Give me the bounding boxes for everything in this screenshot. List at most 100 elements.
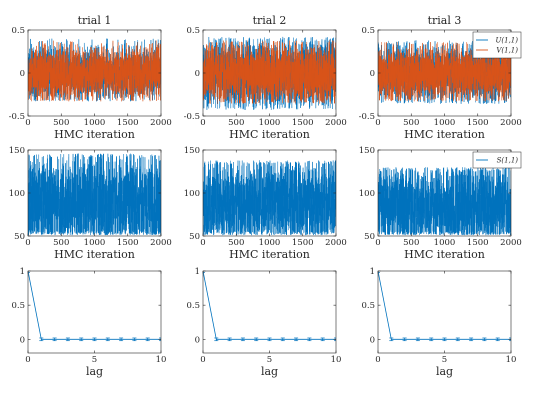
- plot-area-uv-trial-2: [203, 36, 336, 111]
- series-line-s-trial-3-1: [378, 167, 511, 236]
- chart-acf-trial-3: 0 5 10 0 0.5 1 lag: [361, 267, 516, 378]
- y-tick-label: 100: [359, 189, 375, 199]
- x-tick-label: 1000: [84, 118, 106, 128]
- y-tick-label: 0: [20, 335, 25, 345]
- errorbar-acf-trial-1-lag-6: [105, 337, 110, 342]
- chart-acf-trial-1: 0 5 10 0 0.5 1 lag: [11, 267, 166, 378]
- x-tick-label: 1500: [467, 118, 489, 128]
- errorbar-acf-trial-1-lag-8: [132, 337, 137, 342]
- errorbar-acf-trial-2-lag-2: [227, 337, 232, 342]
- legend-s-trial-3: S(1,1): [472, 151, 522, 169]
- y-tick-label: -0.5: [9, 112, 25, 122]
- chart-title: trial 1: [78, 14, 112, 27]
- x-axis-label: lag: [436, 365, 453, 378]
- y-tick-label: 50: [189, 232, 200, 242]
- x-tick-label: 1500: [467, 238, 489, 248]
- x-tick-label: 0: [200, 355, 205, 365]
- plot-area-s-trial-3: [378, 167, 511, 236]
- y-tick-label: 1: [370, 267, 375, 277]
- errorbar-acf-trial-2-lag-8: [307, 337, 312, 342]
- errorbar-acf-trial-3-lag-8: [482, 337, 487, 342]
- errorbar-acf-trial-2-lag-1: [214, 337, 219, 342]
- x-tick-label: 10: [331, 355, 342, 365]
- y-tick-label: 0: [195, 69, 200, 79]
- plot-area-uv-trial-1: [28, 38, 161, 102]
- legend-box: [472, 151, 522, 169]
- x-tick-label: 0: [375, 355, 380, 365]
- errorbar-acf-trial-3-lag-9: [495, 337, 500, 342]
- x-tick-label: 1000: [434, 238, 456, 248]
- y-tick-label: 0.5: [361, 26, 375, 36]
- y-tick-label: 0: [370, 335, 375, 345]
- x-axis-label: HMC iteration: [54, 248, 135, 261]
- y-tick-label: 100: [9, 189, 25, 199]
- x-tick-label: 1000: [259, 238, 281, 248]
- chart-title: trial 2: [253, 14, 287, 27]
- x-tick-label: 0: [25, 238, 30, 248]
- plot-area-acf-trial-1: [28, 271, 161, 342]
- chart-s-trial-1: 0 500 1000 1500 2000 50 100 150 HMC iteration: [9, 146, 172, 261]
- errorbar-acf-trial-1-lag-3: [65, 337, 70, 342]
- y-tick-label: 0: [195, 335, 200, 345]
- errorbar-acf-trial-2-lag-7: [294, 337, 299, 342]
- errorbar-acf-trial-1-lag-5: [92, 337, 97, 342]
- legend-entry: V(1,1): [496, 47, 518, 55]
- x-tick-label: 500: [53, 118, 69, 128]
- errorbar-acf-trial-3-lag-3: [415, 337, 420, 342]
- errorbar-acf-trial-1-lag-4: [79, 337, 84, 342]
- x-tick-label: 2000: [325, 118, 347, 128]
- x-tick-label: 10: [506, 355, 517, 365]
- y-tick-label: -0.5: [359, 112, 375, 122]
- x-axis-label: HMC iteration: [404, 248, 485, 261]
- errorbar-acf-trial-2-lag-10: [334, 337, 336, 342]
- x-tick-label: 1000: [434, 118, 456, 128]
- y-tick-label: 1: [195, 267, 200, 277]
- errorbar-acf-trial-2-lag-3: [240, 337, 245, 342]
- x-tick-label: 2000: [150, 238, 172, 248]
- x-tick-label: 1500: [117, 238, 139, 248]
- y-tick-label: 150: [184, 146, 200, 156]
- series-line-uv-trial-1-2: [28, 40, 161, 102]
- plot-area-s-trial-1: [28, 153, 161, 236]
- errorbar-acf-trial-3-lag-6: [455, 337, 460, 342]
- plot-area-s-trial-2: [203, 160, 336, 236]
- x-axis-label: HMC iteration: [229, 248, 310, 261]
- x-tick-label: 500: [403, 118, 419, 128]
- x-tick-label: 0: [25, 118, 30, 128]
- errorbar-acf-trial-2-lag-6: [280, 337, 285, 342]
- x-tick-label: 500: [53, 238, 69, 248]
- errorbar-acf-trial-1-lag-7: [119, 337, 124, 342]
- x-tick-label: 0: [200, 118, 205, 128]
- x-tick-label: 5: [442, 355, 447, 365]
- legend-box: [472, 31, 522, 59]
- y-tick-label: 0.5: [11, 301, 25, 311]
- y-tick-label: 0.5: [186, 301, 200, 311]
- series-line-uv-trial-2-2: [203, 40, 336, 105]
- chart-title: trial 3: [428, 14, 462, 27]
- errorbar-acf-trial-1-lag-2: [52, 337, 57, 342]
- series-line-s-trial-2-1: [203, 160, 336, 236]
- x-axis-label: lag: [86, 365, 103, 378]
- y-tick-label: -0.5: [184, 112, 200, 122]
- errorbar-acf-trial-3-lag-5: [442, 337, 447, 342]
- errorbar-acf-trial-1-lag-1: [39, 337, 44, 342]
- errorbar-acf-trial-3-lag-1: [389, 337, 394, 342]
- x-tick-label: 2000: [500, 238, 522, 248]
- errorbar-acf-trial-2-lag-5: [267, 337, 272, 342]
- x-axis-label: HMC iteration: [404, 128, 485, 141]
- series-line-s-trial-1-1: [28, 153, 161, 236]
- x-axis-label: HMC iteration: [229, 128, 310, 141]
- plot-area-acf-trial-2: [203, 271, 336, 342]
- y-tick-label: 0.5: [186, 26, 200, 36]
- y-tick-label: 150: [9, 146, 25, 156]
- y-tick-label: 0.5: [361, 301, 375, 311]
- y-tick-label: 0: [20, 69, 25, 79]
- errorbar-acf-trial-1-lag-10: [159, 337, 161, 342]
- y-tick-label: 100: [184, 189, 200, 199]
- x-tick-label: 1000: [84, 238, 106, 248]
- x-tick-label: 0: [375, 118, 380, 128]
- x-tick-label: 5: [92, 355, 97, 365]
- x-tick-label: 500: [228, 118, 244, 128]
- chart-s-trial-3: 0 500 1000 1500 2000 50 100 150 HMC iteration S(1…: [359, 146, 522, 261]
